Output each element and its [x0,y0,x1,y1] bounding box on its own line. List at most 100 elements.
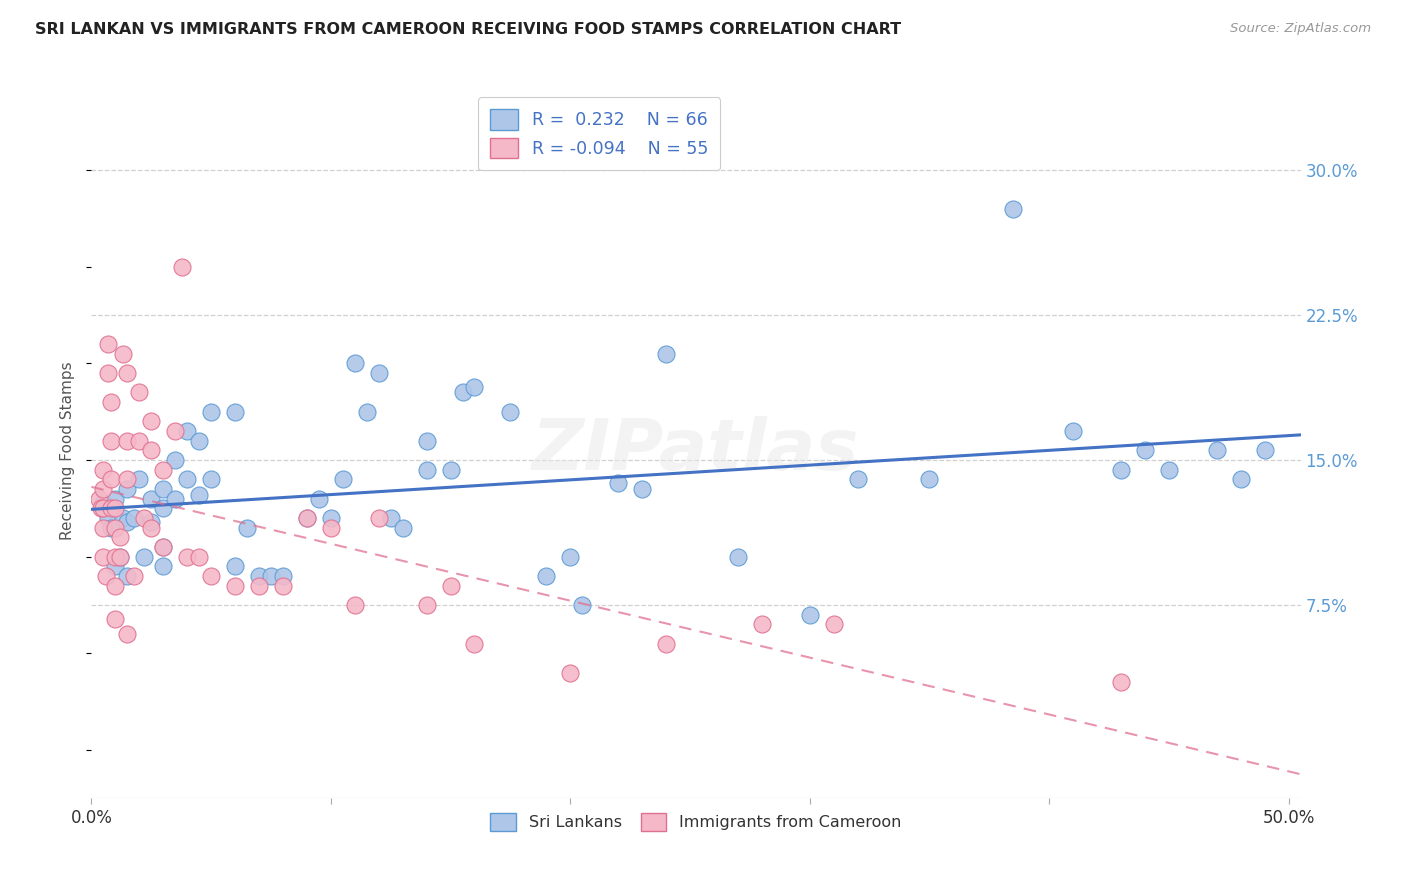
Text: SRI LANKAN VS IMMIGRANTS FROM CAMEROON RECEIVING FOOD STAMPS CORRELATION CHART: SRI LANKAN VS IMMIGRANTS FROM CAMEROON R… [35,22,901,37]
Point [1002,202,1025,216]
Point [141,415,163,429]
Point [1157,463,1180,477]
Point [655,637,678,651]
Point [100,501,122,516]
Point [152,559,174,574]
Point [1253,443,1275,458]
Point [367,511,389,525]
Point [104,579,127,593]
Point [188,488,211,502]
Point [607,476,630,491]
Point [124,569,146,583]
Point [152,540,174,554]
Point [152,463,174,477]
Point [141,491,163,506]
Point [571,598,593,612]
Point [224,579,246,593]
Point [93,463,115,477]
Point [97,337,120,351]
Point [100,521,122,535]
Point [104,521,127,535]
Point [391,521,413,535]
Point [176,424,198,438]
Text: ZIPatlas: ZIPatlas [533,416,859,485]
Point [536,569,558,583]
Point [295,511,318,525]
Point [343,598,366,612]
Point [415,463,437,477]
Point [200,569,222,583]
Point [1109,463,1132,477]
Point [439,463,461,477]
Point [93,501,115,516]
Point [152,501,174,516]
Point [1062,424,1084,438]
Point [823,617,845,632]
Point [188,434,211,448]
Point [108,549,131,564]
Point [165,491,187,506]
Point [165,453,187,467]
Point [132,549,155,564]
Point [367,366,389,380]
Point [188,549,211,564]
Point [93,496,115,510]
Point [108,549,131,564]
Point [100,434,122,448]
Point [1133,443,1156,458]
Point [799,607,821,622]
Point [111,347,134,361]
Point [260,569,283,583]
Point [439,579,461,593]
Point [111,511,134,525]
Point [308,491,330,506]
Point [200,405,222,419]
Point [104,501,127,516]
Point [200,473,222,487]
Point [141,443,163,458]
Point [236,521,259,535]
Point [108,530,131,544]
Point [631,482,654,496]
Point [1205,443,1227,458]
Point [90,501,112,516]
Point [560,665,582,680]
Point [463,380,485,394]
Point [87,491,110,506]
Point [141,515,163,529]
Point [224,559,246,574]
Point [117,627,139,641]
Point [124,511,146,525]
Point [176,549,198,564]
Point [93,521,115,535]
Point [128,473,150,487]
Point [319,521,342,535]
Point [463,637,485,651]
Point [846,473,869,487]
Point [141,521,163,535]
Point [93,482,115,496]
Point [343,356,366,371]
Point [332,473,354,487]
Point [271,579,294,593]
Point [152,540,174,554]
Point [152,482,174,496]
Point [104,549,127,564]
Point [94,569,117,583]
Point [117,434,139,448]
Point [319,511,342,525]
Point [117,515,139,529]
Point [97,366,120,380]
Point [93,549,115,564]
Point [295,511,318,525]
Point [172,260,194,274]
Point [165,424,187,438]
Point [100,473,122,487]
Point [560,549,582,564]
Point [451,385,474,400]
Legend: Sri Lankans, Immigrants from Cameroon: Sri Lankans, Immigrants from Cameroon [479,802,912,843]
Point [100,395,122,409]
Point [104,559,127,574]
Point [655,347,678,361]
Y-axis label: Receiving Food Stamps: Receiving Food Stamps [60,361,76,540]
